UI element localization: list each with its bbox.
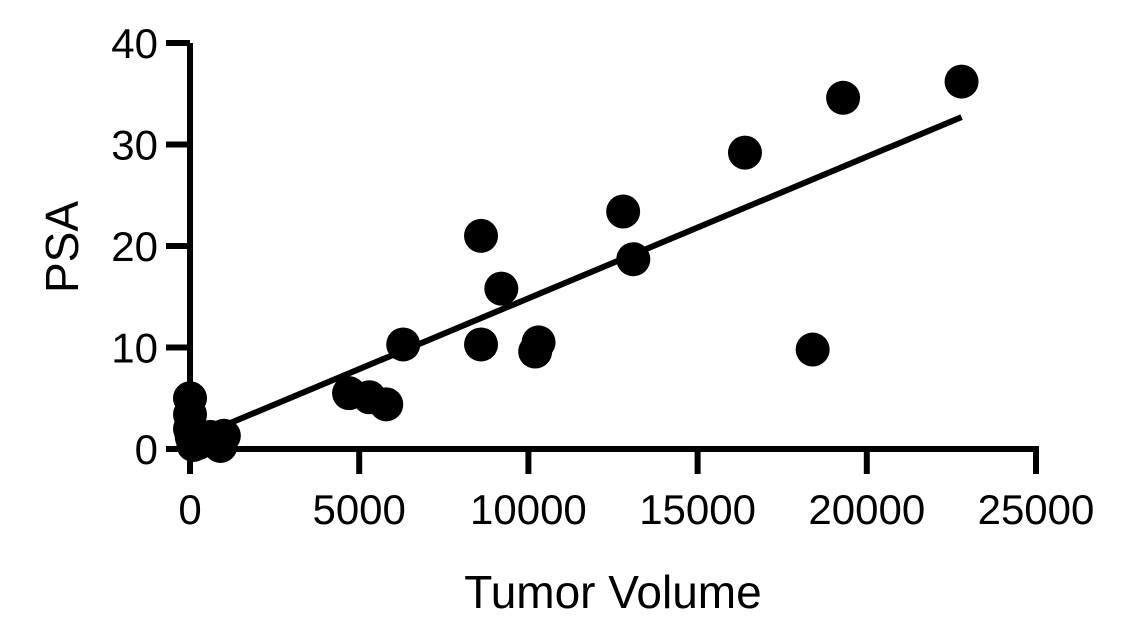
x-tick-label: 0	[178, 486, 201, 533]
data-point	[826, 80, 861, 115]
x-tick-label: 10000	[470, 486, 587, 533]
x-tick-label: 5000	[312, 486, 405, 533]
data-point	[206, 418, 241, 453]
x-tick-label: 25000	[978, 486, 1095, 533]
y-tick-label: 30	[111, 122, 158, 169]
y-tick-label: 0	[135, 426, 158, 473]
data-point	[944, 64, 979, 99]
y-tick-label: 10	[111, 325, 158, 372]
data-point	[369, 387, 404, 422]
data-point	[464, 218, 499, 253]
regression-line	[188, 114, 963, 443]
tick-labels: 0 10 20 30 40 0 5000 10000 15000 20000 25000	[111, 20, 1094, 533]
data-point	[464, 327, 499, 362]
data-point	[386, 327, 421, 362]
data-point	[795, 332, 830, 367]
y-axis-title: PSA	[36, 201, 88, 293]
data-point	[616, 242, 651, 277]
x-tick-label: 20000	[808, 486, 925, 533]
x-tick-label: 15000	[639, 486, 756, 533]
data-points	[173, 64, 979, 463]
regression-line-layer	[188, 114, 963, 443]
x-axis-title: Tumor Volume	[464, 566, 761, 618]
data-point	[521, 325, 556, 360]
data-point	[484, 271, 519, 306]
axes	[166, 40, 1039, 474]
y-tick-label: 20	[111, 223, 158, 270]
data-point	[727, 135, 762, 170]
data-point	[606, 194, 641, 229]
y-tick-label: 40	[111, 20, 158, 67]
